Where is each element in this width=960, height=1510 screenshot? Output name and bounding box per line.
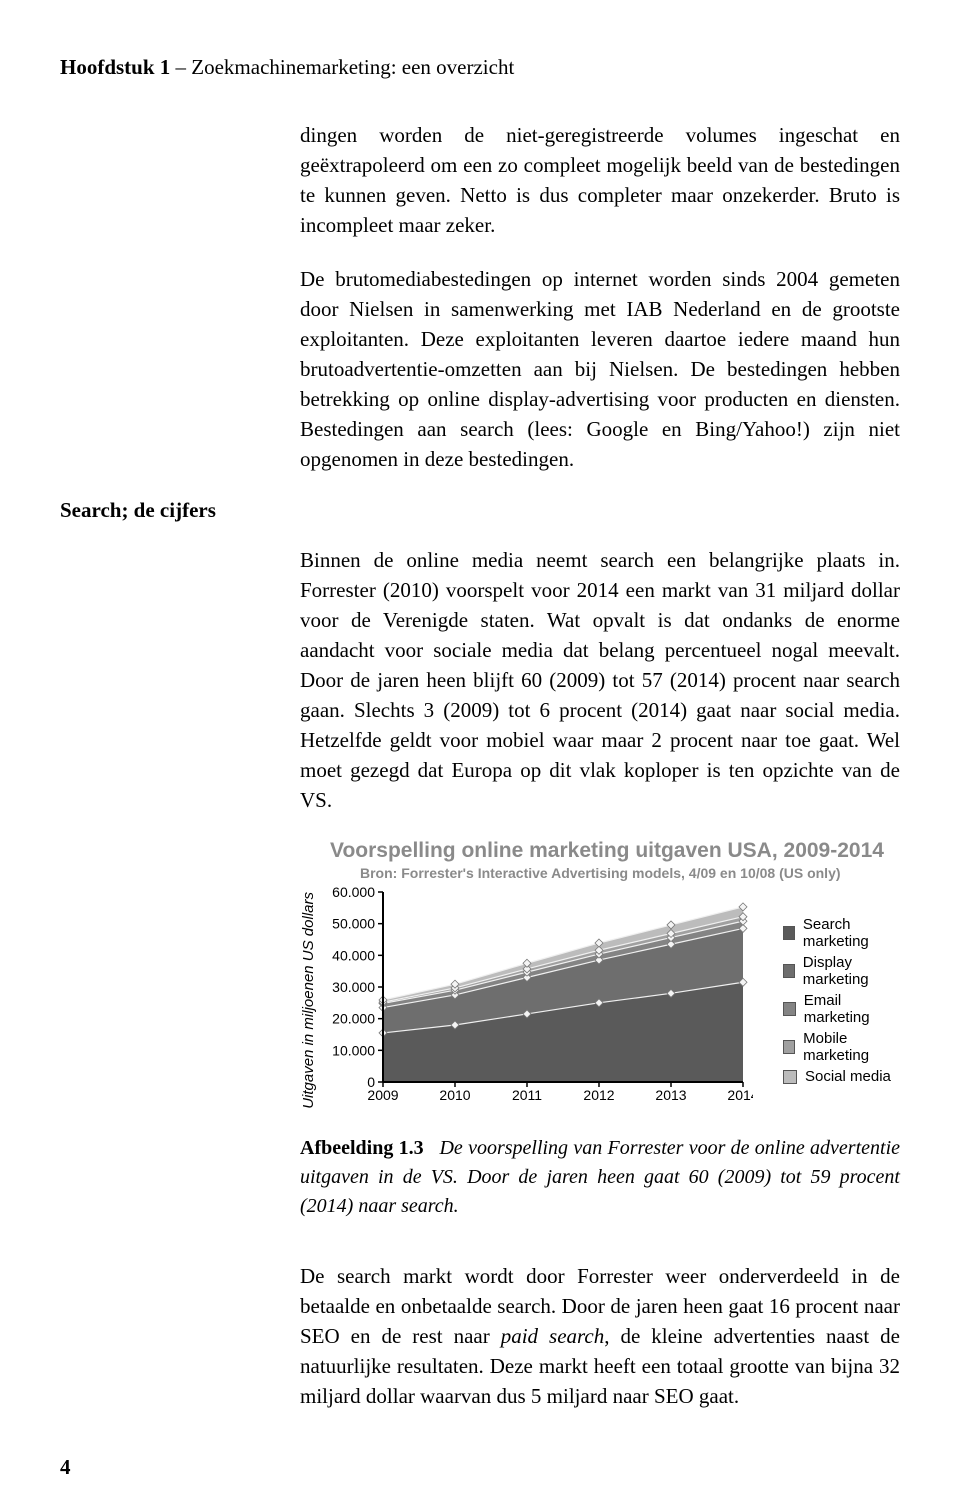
- page: Hoofdstuk 1 – Zoekmachinemarketing: een …: [0, 0, 960, 1510]
- y-tick-label: 40.000: [332, 948, 375, 964]
- chart-plot: 010.00020.00030.00040.00050.00060.000200…: [323, 887, 753, 1114]
- legend-label: Social media: [805, 1068, 891, 1085]
- x-tick-label: 2010: [439, 1087, 470, 1103]
- x-tick-label: 2011: [512, 1087, 542, 1103]
- chart-row: Uitgaven in miljoenen US dollars 010.000…: [300, 887, 900, 1114]
- x-tick-label: 2009: [367, 1087, 398, 1103]
- page-number: 4: [60, 1455, 71, 1480]
- x-tick-label: 2013: [655, 1087, 686, 1103]
- x-tick-label: 2014: [727, 1087, 753, 1103]
- legend-swatch-icon: [783, 1040, 795, 1054]
- y-tick-label: 50.000: [332, 916, 375, 932]
- legend-item: Email marketing: [783, 992, 900, 1026]
- legend-item: Mobile marketing: [783, 1030, 900, 1064]
- legend-swatch-icon: [783, 1002, 796, 1016]
- caption-block: Afbeelding 1.3 De voorspelling van Forre…: [60, 1134, 900, 1411]
- figure-caption: Afbeelding 1.3 De voorspelling van Forre…: [300, 1134, 900, 1221]
- legend-item: Display marketing: [783, 954, 900, 988]
- chart-title: Voorspelling online marketing uitgaven U…: [330, 839, 900, 863]
- caption-label: Afbeelding 1.3: [300, 1137, 424, 1159]
- legend-label: Email marketing: [804, 992, 900, 1026]
- chart-container: Voorspelling online marketing uitgaven U…: [60, 839, 900, 1114]
- stacked-area-chart: 010.00020.00030.00040.00050.00060.000200…: [323, 887, 753, 1109]
- y-tick-label: 60.000: [332, 887, 375, 900]
- paragraph-4: De search markt wordt door Forrester wee…: [300, 1261, 900, 1411]
- legend-item: Search marketing: [783, 916, 900, 950]
- legend-label: Search marketing: [803, 916, 900, 950]
- sidebar-heading: Search; de cijfers: [60, 498, 900, 523]
- legend-swatch-icon: [783, 964, 795, 978]
- y-tick-label: 30.000: [332, 979, 375, 995]
- chapter-prefix: Hoofdstuk 1: [60, 55, 170, 79]
- y-tick-label: 10.000: [332, 1043, 375, 1059]
- legend-label: Display marketing: [803, 954, 900, 988]
- paragraph-2: De brutomediabestedingen op internet wor…: [60, 264, 900, 474]
- chart-subtitle: Bron: Forrester's Interactive Advertisin…: [360, 865, 900, 881]
- y-tick-label: 20.000: [332, 1011, 375, 1027]
- x-tick-label: 2012: [583, 1087, 614, 1103]
- legend: Search marketing Display marketing Email m…: [783, 912, 900, 1089]
- legend-swatch-icon: [783, 926, 795, 940]
- paragraph-4-italic: paid search: [501, 1324, 605, 1348]
- paragraph-3: Binnen de online media neemt search een …: [60, 545, 900, 815]
- y-axis-label: Uitgaven in miljoenen US dollars: [300, 892, 317, 1109]
- legend-label: Mobile marketing: [803, 1030, 900, 1064]
- paragraph-1: dingen worden de niet-geregistreerde vol…: [60, 120, 900, 240]
- legend-item: Social media: [783, 1068, 900, 1085]
- chapter-rest: – Zoekmachinemarketing: een overzicht: [170, 55, 514, 79]
- chapter-title: Hoofdstuk 1 – Zoekmachinemarketing: een …: [60, 55, 900, 80]
- legend-swatch-icon: [783, 1070, 797, 1084]
